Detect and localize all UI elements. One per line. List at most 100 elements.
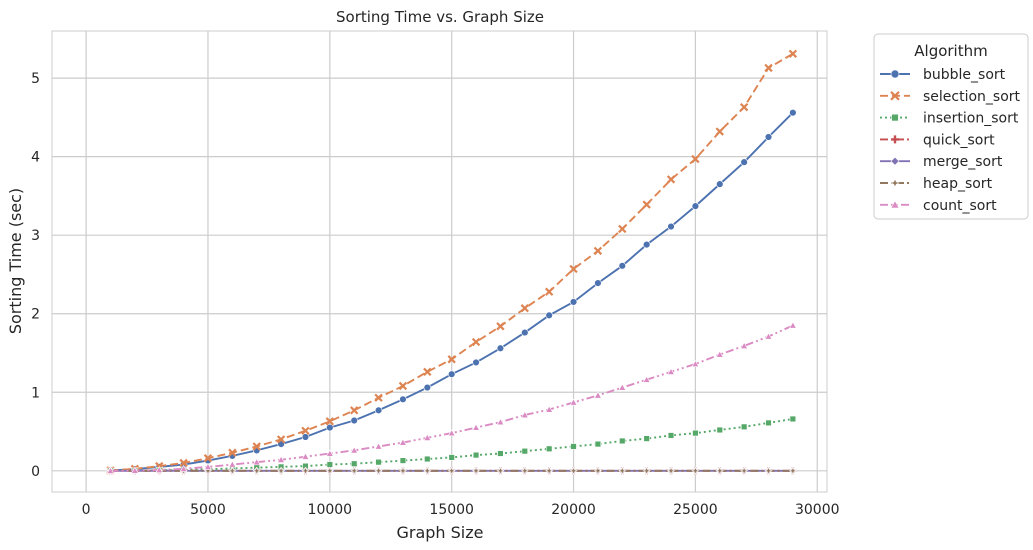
y-axis-label: Sorting Time (sec) — [6, 188, 25, 334]
data-point — [325, 466, 334, 475]
data-point — [496, 344, 505, 352]
data-point — [496, 466, 505, 475]
data-point — [740, 423, 748, 431]
data-point — [325, 449, 334, 457]
legend-item-merge-sort: merge_sort — [880, 154, 1003, 170]
data-point — [301, 433, 310, 441]
plot-frame — [51, 30, 828, 493]
data-point — [350, 446, 359, 454]
data-point — [739, 103, 749, 112]
legend-item-count-sort: count_sort — [880, 198, 997, 214]
data-point — [130, 466, 139, 474]
y-tick-label: 3 — [31, 228, 40, 244]
data-point — [252, 442, 261, 451]
y-tick-label: 5 — [31, 71, 40, 87]
data-point — [447, 355, 456, 364]
data-point — [618, 224, 627, 234]
data-point — [447, 370, 456, 378]
data-point — [325, 417, 335, 426]
data-point — [472, 451, 480, 459]
data-point — [740, 466, 749, 475]
data-point — [179, 458, 188, 468]
data-point — [228, 460, 237, 468]
legend-items: bubble_sort selection_sort insertion_sortq… — [880, 67, 1021, 214]
data-point — [301, 466, 310, 475]
data-point — [691, 154, 700, 164]
legend-marker — [890, 200, 900, 209]
data-point — [326, 423, 334, 432]
legend-marker — [890, 178, 900, 188]
data-point — [350, 406, 359, 415]
data-point — [619, 437, 626, 445]
data-point — [276, 435, 286, 444]
data-point — [764, 63, 773, 73]
data-point — [618, 466, 627, 475]
data-point — [594, 391, 602, 399]
data-point — [350, 416, 358, 425]
data-point — [691, 466, 700, 475]
data-point — [545, 466, 554, 475]
data-point — [521, 328, 529, 337]
data-point — [423, 383, 432, 392]
data-point — [203, 466, 213, 475]
data-point — [496, 322, 505, 331]
data-point — [374, 466, 383, 475]
data-point — [691, 359, 700, 368]
x-tick-label: 25000 — [673, 502, 718, 518]
legend-item-selection-sort: selection_sort — [880, 89, 1021, 105]
data-point — [788, 466, 797, 475]
data-point — [423, 367, 432, 377]
data-point — [716, 180, 724, 188]
series-insertion-sort — [107, 415, 797, 474]
data-point — [472, 423, 480, 431]
data-point — [351, 460, 358, 467]
x-axis-ticks: 0 5000 10000 15000 20000 25000 30000 — [82, 502, 840, 518]
x-tick-label: 0 — [82, 502, 91, 518]
legend-marker — [891, 135, 899, 144]
data-point — [764, 332, 773, 340]
x-tick-label: 15000 — [429, 502, 474, 518]
data-point — [204, 462, 212, 470]
data-point — [471, 337, 481, 347]
chart-title: Sorting Time vs. Graph Size — [336, 8, 544, 26]
data-point — [471, 466, 481, 475]
data-point — [789, 108, 797, 117]
data-point — [544, 287, 554, 296]
data-point — [594, 279, 602, 287]
x-tick-label: 5000 — [190, 502, 226, 518]
data-point — [301, 426, 310, 435]
data-point — [715, 127, 724, 136]
data-point — [667, 222, 675, 231]
data-point — [594, 440, 602, 448]
y-tick-label: 0 — [31, 464, 40, 480]
data-point — [569, 264, 578, 274]
data-point — [179, 464, 188, 472]
data-point — [545, 405, 554, 413]
grid — [52, 31, 827, 492]
data-point — [423, 433, 432, 441]
legend-title: Algorithm — [914, 42, 987, 60]
data-point — [447, 429, 456, 437]
data-point — [375, 458, 382, 466]
x-tick-label: 10000 — [308, 502, 353, 518]
data-point — [642, 466, 651, 475]
data-point — [715, 466, 724, 475]
legend-label: selection_sort — [923, 89, 1021, 105]
data-point — [691, 202, 700, 210]
data-point — [715, 350, 724, 358]
data-point — [350, 466, 359, 475]
y-axis-ticks: 0 1 2 3 4 5 — [31, 71, 40, 480]
data-point — [520, 466, 529, 475]
data-point — [692, 429, 699, 437]
series-count-sort — [106, 321, 797, 474]
x-tick-label: 30000 — [795, 502, 840, 518]
data-point — [326, 461, 334, 468]
data-point — [740, 158, 748, 166]
legend-marker — [890, 69, 900, 79]
data-point — [398, 466, 408, 475]
legend-label: heap_sort — [923, 176, 993, 192]
data-point — [520, 304, 529, 313]
data-point — [399, 438, 407, 446]
legend-label: bubble_sort — [923, 67, 1006, 83]
data-point — [642, 240, 651, 249]
